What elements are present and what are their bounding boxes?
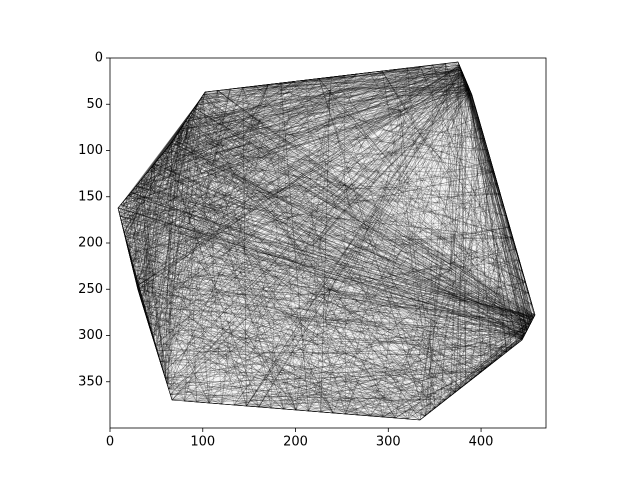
- x-tick-label: 200: [283, 435, 308, 450]
- y-tick-label: 300: [78, 328, 103, 343]
- y-tick-label: 350: [78, 374, 103, 389]
- x-tick-label: 100: [190, 435, 215, 450]
- strings: [117, 61, 536, 421]
- hull: [117, 61, 536, 421]
- y-tick-label: 150: [78, 189, 103, 204]
- x-tick-label: 400: [469, 435, 494, 450]
- x-tick-label: 300: [376, 435, 401, 450]
- y-tick-label: 0: [95, 51, 103, 66]
- string-art: [117, 61, 536, 421]
- y-tick-label: 50: [86, 97, 103, 112]
- y-tick-label: 200: [78, 236, 103, 251]
- y-tick-label: 100: [78, 143, 103, 158]
- x-tick-label: 0: [106, 435, 114, 450]
- y-tick-label: 250: [78, 282, 103, 297]
